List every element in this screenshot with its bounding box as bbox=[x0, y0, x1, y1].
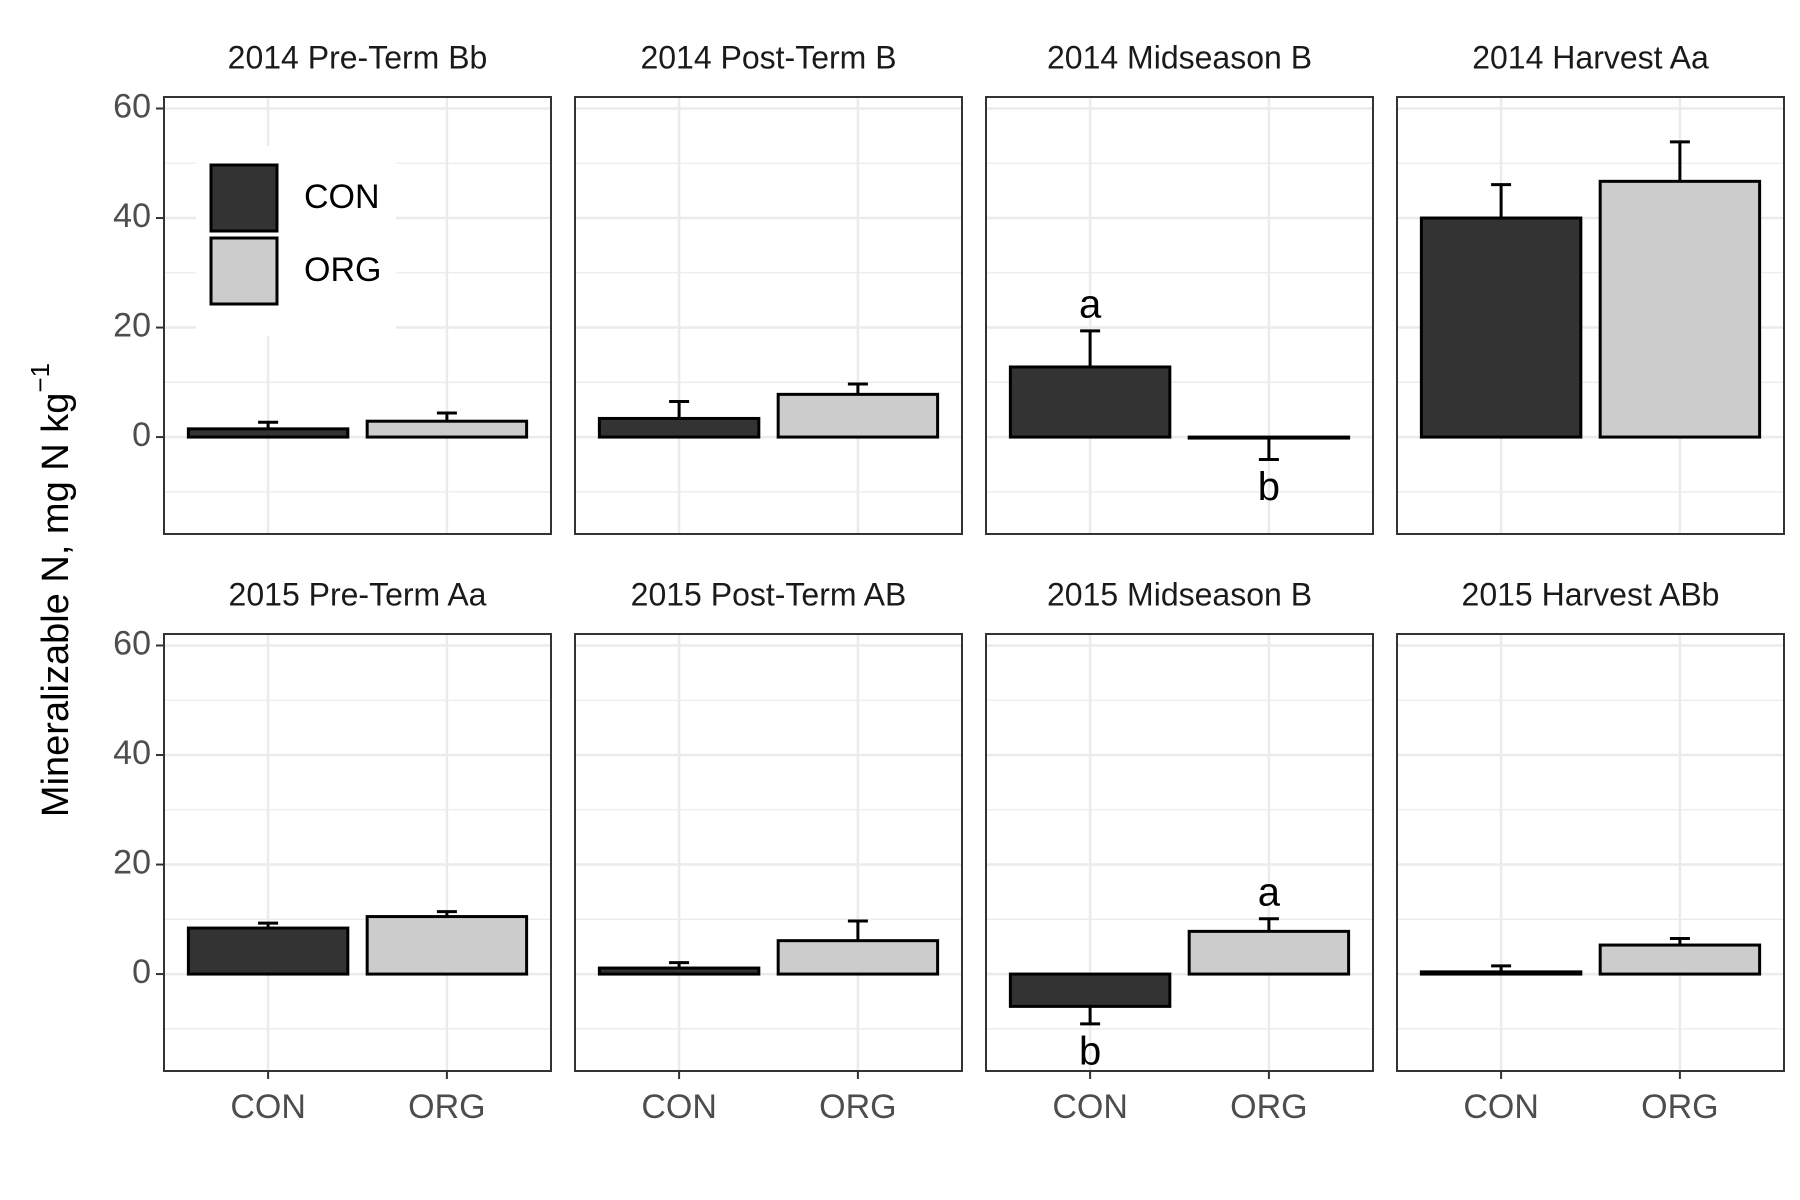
x-tick-label: ORG bbox=[408, 1088, 485, 1126]
bar bbox=[776, 939, 940, 976]
panel: 2014 Post-Term B bbox=[574, 39, 963, 535]
x-tick-label: ORG bbox=[1641, 1088, 1718, 1126]
panel-border bbox=[985, 96, 1374, 535]
bar bbox=[776, 392, 940, 439]
panel-border bbox=[985, 633, 1374, 1072]
bar bbox=[365, 915, 529, 976]
bar bbox=[597, 966, 761, 976]
panel-title: 2015 Harvest ABb bbox=[1462, 576, 1720, 612]
y-tick-label: 0 bbox=[132, 953, 151, 991]
y-tick-label: 20 bbox=[113, 307, 151, 345]
legend: CON ORG bbox=[196, 146, 396, 336]
x-tick-label: CON bbox=[230, 1088, 306, 1126]
panel-background bbox=[986, 97, 1373, 534]
panel-title: 2014 Post-Term B bbox=[640, 39, 896, 75]
error-bar bbox=[1491, 964, 1512, 972]
legend-label: CON bbox=[304, 178, 380, 216]
error-bar bbox=[1258, 437, 1279, 462]
bar bbox=[186, 427, 350, 439]
y-tick-label: 40 bbox=[113, 197, 151, 235]
error-bar bbox=[847, 919, 868, 941]
error-bar bbox=[1258, 917, 1279, 932]
error-bar bbox=[258, 420, 279, 429]
y-axis-label: Mineralizable N, mg N kg−1 bbox=[25, 363, 77, 817]
panel-title: 2015 Post-Term AB bbox=[631, 576, 907, 612]
panel: 2015 Pre-Term Aa CON ORG 0 20 40 60 bbox=[113, 576, 552, 1126]
panel-title: 2014 Pre-Term Bb bbox=[228, 39, 488, 75]
x-tick-label: ORG bbox=[1230, 1088, 1307, 1126]
error-bar bbox=[1669, 140, 1690, 182]
significance-letter: b bbox=[1079, 1029, 1101, 1073]
error-bar bbox=[1080, 329, 1101, 367]
y-axis-label-text: Mineralizable N, mg N kg bbox=[35, 393, 77, 817]
bar bbox=[1419, 216, 1583, 439]
x-tick-label: CON bbox=[1052, 1088, 1128, 1126]
legend-key bbox=[209, 163, 279, 233]
error-bar bbox=[847, 382, 868, 395]
bar bbox=[1598, 179, 1762, 439]
significance-letter: b bbox=[1258, 465, 1280, 509]
panel-title: 2014 Midseason B bbox=[1047, 39, 1312, 75]
bar bbox=[597, 416, 761, 439]
panel-title: 2015 Pre-Term Aa bbox=[229, 576, 487, 612]
panel: 2015 Harvest ABb CON ORG bbox=[1396, 576, 1785, 1126]
bar bbox=[1008, 972, 1172, 1008]
x-tick-label: CON bbox=[641, 1088, 717, 1126]
y-tick-label: 60 bbox=[113, 87, 151, 125]
error-bar bbox=[1669, 936, 1690, 946]
y-tick-label: 0 bbox=[132, 416, 151, 454]
y-tick-label: 40 bbox=[113, 734, 151, 772]
significance-letter: a bbox=[1079, 282, 1102, 326]
panel-title: 2015 Midseason B bbox=[1047, 576, 1312, 612]
y-tick-label: 20 bbox=[113, 844, 151, 882]
panel-border bbox=[163, 633, 552, 1072]
error-bar bbox=[669, 961, 690, 969]
bar bbox=[1008, 365, 1172, 439]
bar bbox=[1598, 943, 1762, 976]
error-bar bbox=[1491, 183, 1512, 219]
panel-background bbox=[575, 634, 962, 1071]
significance-letter: a bbox=[1258, 870, 1281, 914]
legend-key bbox=[209, 236, 279, 306]
panel-border bbox=[574, 633, 963, 1072]
panel-background bbox=[1397, 634, 1784, 1071]
panel-background bbox=[575, 97, 962, 534]
error-bar bbox=[436, 411, 457, 422]
panel: 2014 Midseason B a b bbox=[985, 39, 1374, 535]
panel: 2015 Post-Term AB CON ORG bbox=[574, 576, 963, 1126]
y-axis-label-superscript: −1 bbox=[25, 363, 55, 393]
panel-border bbox=[574, 96, 963, 535]
y-tick-label: 60 bbox=[113, 624, 151, 662]
panel: 2015 Midseason B b CON a ORG bbox=[985, 576, 1374, 1126]
panel: 2014 Harvest Aa bbox=[1396, 39, 1785, 535]
error-bar bbox=[669, 399, 690, 419]
bar bbox=[1419, 970, 1583, 976]
panel-background bbox=[164, 634, 551, 1071]
error-bar bbox=[436, 910, 457, 917]
x-tick-label: CON bbox=[1463, 1088, 1539, 1126]
error-bar bbox=[1080, 1006, 1101, 1026]
bar bbox=[1187, 929, 1351, 976]
bar bbox=[365, 419, 529, 439]
error-bar bbox=[258, 921, 279, 929]
panel-border bbox=[163, 96, 552, 535]
panel-title: 2014 Harvest Aa bbox=[1472, 39, 1709, 75]
panel-border bbox=[1396, 633, 1785, 1072]
panel-border bbox=[1396, 96, 1785, 535]
x-tick-label: ORG bbox=[819, 1088, 896, 1126]
legend-label: ORG bbox=[304, 251, 381, 289]
bar bbox=[186, 926, 350, 976]
